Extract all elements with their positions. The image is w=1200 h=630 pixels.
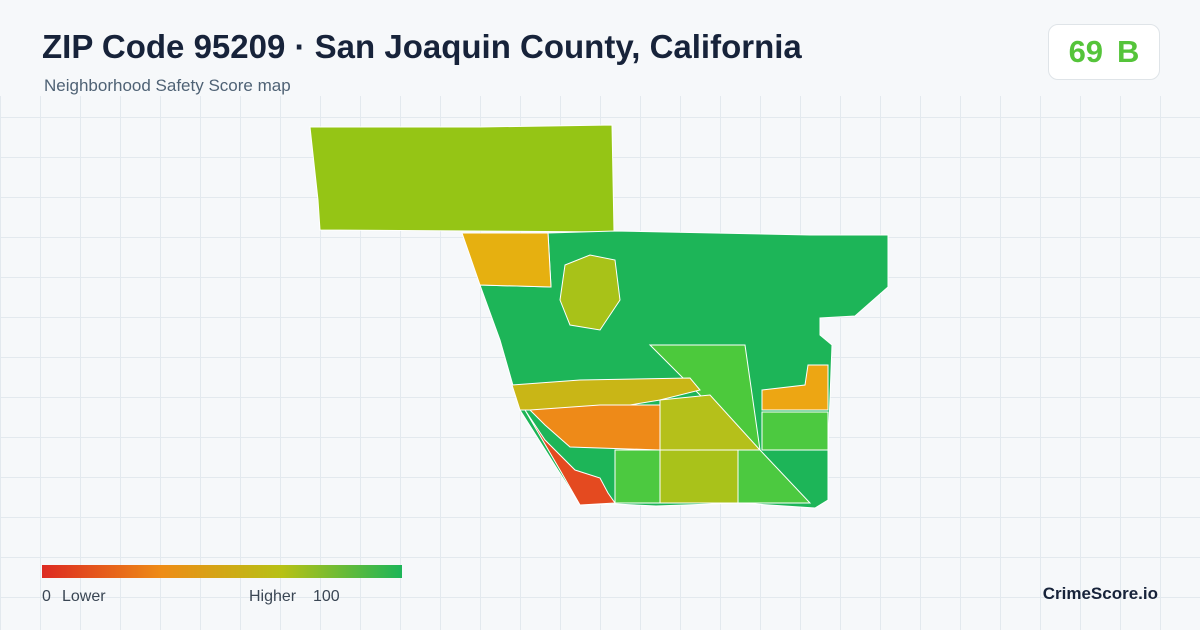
area	[659, 449, 739, 504]
brand: CrimeScore.io	[1042, 584, 1158, 603]
area	[524, 409, 616, 506]
area	[559, 254, 621, 331]
title: ZIP Code 95209 · San Joaquin County, Cal…	[42, 28, 802, 65]
header-band	[0, 0, 1200, 96]
subtitle: Neighborhood Safety Score map	[44, 76, 291, 95]
area	[461, 232, 552, 288]
area	[737, 449, 812, 504]
legend-bar	[42, 565, 402, 578]
legend-max-label: Higher	[249, 588, 297, 605]
legend-max: 100	[313, 588, 340, 605]
area	[761, 364, 829, 411]
score-badge: 69 B	[1048, 24, 1160, 80]
legend-min-label: Lower	[62, 588, 106, 605]
legend-min: 0	[42, 588, 51, 605]
score: 69	[1068, 34, 1104, 69]
area	[761, 411, 829, 451]
area	[614, 449, 661, 504]
grade: B	[1117, 34, 1140, 69]
area	[309, 124, 615, 233]
